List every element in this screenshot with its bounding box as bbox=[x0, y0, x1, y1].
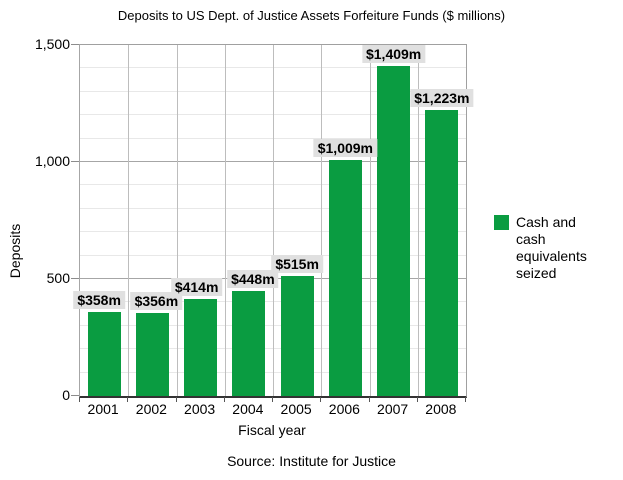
bar-value-label: $1,409m bbox=[361, 45, 426, 64]
x-tick-label: 2006 bbox=[328, 401, 360, 417]
bar-2005 bbox=[280, 275, 314, 396]
bar-value-label: $1,009m bbox=[313, 138, 378, 157]
x-tick-mark bbox=[223, 397, 225, 402]
x-tick-mark bbox=[465, 397, 466, 402]
bar-2003 bbox=[184, 299, 218, 396]
y-tick-mark bbox=[71, 161, 79, 162]
chart-title: Deposits to US Dept. of Justice Assets F… bbox=[117, 8, 506, 23]
y-axis-title: Deposits bbox=[7, 223, 23, 279]
legend-swatch-icon bbox=[494, 215, 509, 230]
gridline-vertical bbox=[128, 45, 130, 396]
x-tick-label: 2004 bbox=[232, 401, 264, 417]
x-tick-mark bbox=[175, 397, 177, 402]
x-tick-label: 2008 bbox=[425, 401, 457, 417]
y-tick-mark bbox=[71, 44, 79, 45]
bar-value-label: $448m bbox=[227, 270, 279, 289]
x-tick-label: 2002 bbox=[135, 401, 167, 417]
gridline-vertical bbox=[224, 45, 226, 396]
x-tick-label: 2003 bbox=[184, 401, 216, 417]
source-note: Source: Institute for Justice bbox=[227, 453, 396, 469]
x-tick-mark bbox=[127, 397, 129, 402]
gridline-vertical bbox=[369, 45, 371, 396]
x-tick-mark bbox=[416, 397, 418, 402]
x-tick-label: 2007 bbox=[377, 401, 409, 417]
bar-value-label: $356m bbox=[130, 291, 183, 310]
bar-value-label: $1,223m bbox=[410, 88, 474, 107]
gridline-vertical bbox=[273, 45, 274, 396]
y-tick-label: 500 bbox=[46, 270, 70, 286]
x-tick-mark bbox=[272, 397, 273, 402]
gridline-vertical bbox=[417, 45, 419, 396]
x-tick-mark bbox=[368, 397, 370, 402]
bar-2006 bbox=[328, 159, 362, 396]
y-tick-mark bbox=[71, 278, 79, 279]
y-tick-mark bbox=[71, 395, 79, 396]
bar-2008 bbox=[425, 109, 459, 396]
x-tick-mark bbox=[320, 397, 322, 402]
x-tick-mark bbox=[79, 397, 80, 402]
x-axis-title: Fiscal year bbox=[238, 422, 306, 438]
gridline-vertical bbox=[176, 45, 178, 396]
bar-2007 bbox=[377, 66, 411, 396]
bar-2004 bbox=[232, 291, 266, 396]
y-tick-label: 1,500 bbox=[34, 36, 70, 52]
y-tick-label: 1,000 bbox=[34, 153, 70, 169]
x-tick-label: 2005 bbox=[280, 401, 312, 417]
gridline-vertical bbox=[321, 45, 323, 396]
x-tick-label: 2001 bbox=[87, 401, 119, 417]
bar-2001 bbox=[87, 312, 121, 396]
bar-value-label: $358m bbox=[73, 291, 125, 310]
bar-value-label: $515m bbox=[271, 254, 323, 273]
plot-area: $358m $356m $414m $448m $515m $1,009m $1,409m $… bbox=[73, 44, 474, 398]
y-tick-label: 0 bbox=[62, 387, 70, 403]
legend: Cash and cash equivalents seized bbox=[494, 214, 600, 282]
bar-2002 bbox=[135, 312, 169, 396]
legend-label: Cash and cash equivalents seized bbox=[516, 214, 587, 281]
bar-value-label: $414m bbox=[170, 278, 223, 297]
